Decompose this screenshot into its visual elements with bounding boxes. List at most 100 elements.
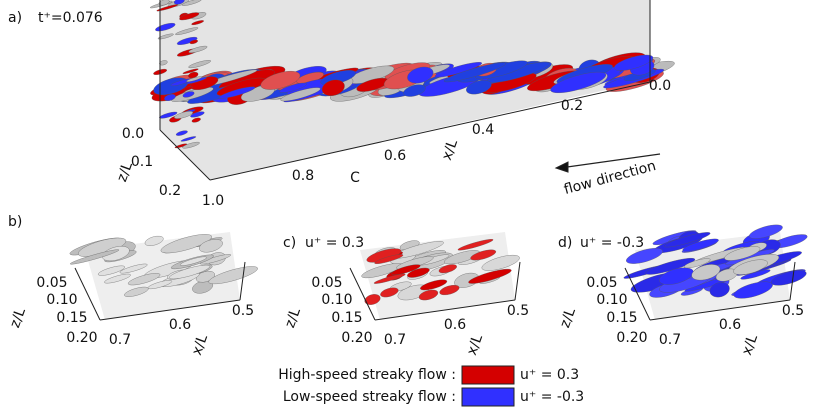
streak [407, 66, 434, 84]
streak [144, 235, 164, 246]
label: a) [8, 10, 22, 26]
streak [147, 280, 173, 289]
streak [613, 54, 654, 71]
label: flow direction [562, 158, 658, 198]
label: 0.05 [586, 275, 617, 291]
label: 0.6 [444, 317, 466, 333]
grid-d [624, 261, 796, 321]
label: 0.5 [507, 303, 529, 319]
streak [119, 263, 148, 274]
label: 0.4 [472, 122, 494, 138]
streak [724, 246, 761, 261]
edge [159, 129, 211, 181]
streak [439, 285, 460, 296]
streak [186, 76, 203, 82]
label: 0.20 [616, 330, 647, 346]
streak [682, 238, 719, 252]
streak [364, 294, 381, 305]
legend-swatch [461, 387, 515, 407]
streak [174, 111, 194, 119]
streak [420, 279, 448, 291]
label: 0.20 [341, 330, 372, 346]
streak [176, 36, 198, 45]
streak [160, 234, 212, 254]
label: u⁺ = 0.3 [305, 235, 364, 251]
streak [691, 264, 721, 281]
streak [169, 264, 211, 280]
label: 0.20 [66, 330, 97, 346]
label: x/L [439, 137, 461, 162]
label: 0.05 [311, 275, 342, 291]
streak [749, 224, 783, 239]
label: u⁺ = -0.3 [520, 389, 584, 405]
box-lines [74, 0, 796, 321]
edge [209, 81, 651, 181]
label: 0.7 [659, 332, 681, 348]
label: d) [558, 235, 572, 251]
streak [156, 4, 179, 12]
grid-c [349, 261, 521, 321]
streak [208, 266, 258, 285]
streak [403, 84, 426, 97]
grid-b [74, 261, 246, 321]
label: 0.6 [719, 317, 741, 333]
streak [260, 71, 301, 90]
label: C [350, 170, 360, 186]
streak [380, 287, 399, 298]
label: 0.6 [169, 317, 191, 333]
label: z/L [114, 160, 136, 184]
streak [188, 45, 208, 53]
streak [218, 86, 256, 99]
flow-arrow [559, 153, 661, 169]
label: x/L [189, 332, 211, 357]
streak [191, 20, 204, 25]
label: High-speed streaky flow : [278, 367, 456, 383]
label: x/L [464, 332, 486, 357]
streak [159, 111, 178, 119]
label: 0.5 [232, 303, 254, 319]
streak [391, 264, 421, 275]
label: 0.7 [109, 332, 131, 348]
streak [659, 267, 694, 285]
label: u⁺ = 0.3 [520, 367, 579, 383]
label: 0.10 [321, 292, 352, 308]
label: z/L [7, 306, 29, 330]
streak [164, 94, 176, 101]
streak [188, 60, 211, 69]
label: 0.15 [331, 310, 362, 326]
label: 0.0 [649, 78, 671, 94]
streak [157, 33, 174, 40]
streak [189, 39, 198, 45]
streak [182, 68, 199, 74]
streak [438, 264, 457, 274]
label: 0.15 [56, 310, 87, 326]
streak [97, 265, 125, 276]
label: 0.7 [384, 332, 406, 348]
streak [182, 91, 195, 98]
streak [180, 256, 207, 266]
label: 0.2 [561, 98, 583, 114]
streak [191, 117, 201, 123]
streak [102, 246, 130, 262]
label: 0.10 [46, 292, 77, 308]
label: 0.5 [782, 303, 804, 319]
label: 0.0 [122, 126, 144, 142]
arrow-head [554, 161, 569, 173]
streak [470, 249, 497, 261]
isosurfaces [69, 0, 808, 320]
streak [550, 71, 607, 93]
streak [481, 255, 520, 271]
streak [127, 273, 161, 286]
label: z/L [557, 306, 579, 330]
streak [280, 87, 321, 102]
streak [199, 239, 223, 253]
label: u⁺ = -0.3 [580, 235, 644, 251]
streak [199, 254, 232, 265]
streak [664, 232, 711, 248]
label: Low-speed streaky flow : [283, 389, 456, 405]
streak [279, 82, 307, 93]
streak [770, 270, 807, 286]
streak [443, 62, 507, 83]
streak [179, 12, 200, 21]
streak [733, 259, 768, 275]
